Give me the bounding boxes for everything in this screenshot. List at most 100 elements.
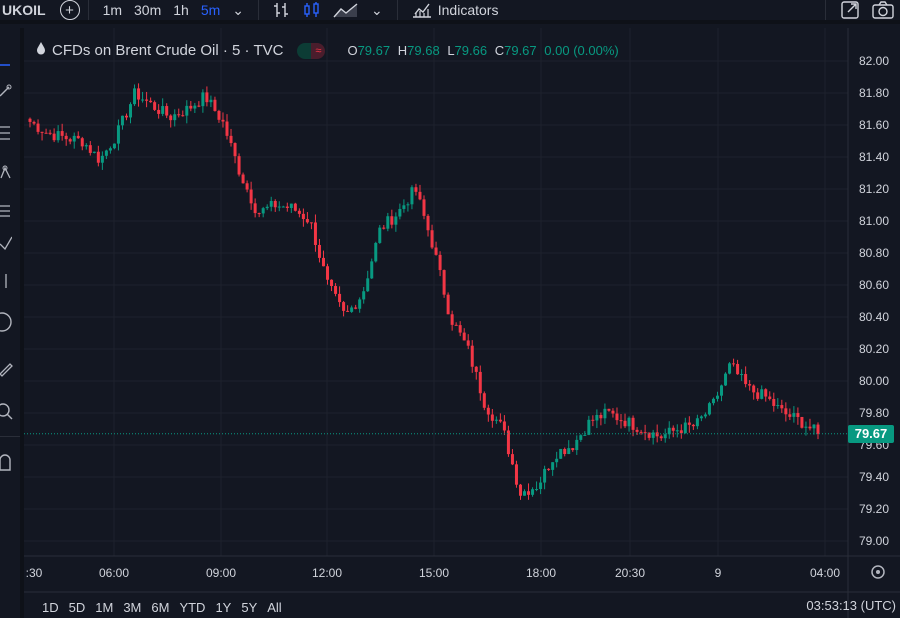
candle-body: [740, 374, 744, 376]
brush-icon[interactable]: [0, 232, 18, 251]
candle-body: [342, 302, 346, 311]
pattern-icon[interactable]: [0, 164, 18, 182]
symbol-name[interactable]: UKOIL: [2, 2, 46, 18]
interval-5m[interactable]: 5m: [200, 2, 221, 18]
add-symbol-icon[interactable]: +: [59, 0, 80, 20]
candle-body: [615, 413, 619, 421]
candle-body: [52, 133, 56, 141]
candle-body: [587, 419, 591, 435]
time-axis: :30 06:00 09:00 12:00 15:00 18:00 20:30 9 04:00: [26, 566, 841, 580]
candle-body: [643, 432, 647, 434]
candle-body: [571, 448, 575, 451]
text-tool-icon[interactable]: [0, 272, 18, 290]
price-tick-label: 79.40: [859, 470, 889, 484]
candle-body: [221, 119, 225, 122]
interval-1h[interactable]: 1h: [173, 2, 189, 18]
camera-icon[interactable]: [866, 0, 900, 20]
candle-body: [197, 105, 201, 107]
range-1y[interactable]: 1Y: [215, 599, 232, 615]
price-tick-label: 81.80: [859, 86, 889, 100]
candle-body: [193, 105, 197, 109]
candle-body: [104, 150, 108, 156]
candle-body: [394, 216, 398, 225]
candle-body: [141, 99, 145, 101]
range-1d[interactable]: 1D: [42, 599, 59, 615]
candle-body: [575, 439, 579, 451]
indicators-button[interactable]: Indicators: [406, 1, 505, 19]
candle-body: [675, 430, 679, 432]
candle-body: [663, 434, 667, 439]
candle-body: [157, 109, 161, 114]
candle-body: [398, 208, 402, 217]
candle-body: [257, 213, 261, 215]
toolbar-divider: [825, 0, 826, 20]
candle-body: [201, 92, 205, 107]
candle-chart-style-icon[interactable]: [297, 1, 327, 19]
range-6m[interactable]: 6M: [151, 599, 170, 615]
candle-body: [382, 227, 386, 229]
range-ytd[interactable]: YTD: [179, 599, 206, 615]
candle-body: [523, 491, 527, 496]
ruler-icon[interactable]: [0, 358, 18, 377]
candle-body: [434, 247, 438, 255]
chevron-down-icon[interactable]: ⌄: [371, 1, 383, 18]
last-price-label: 79.67: [848, 425, 894, 443]
chevron-down-icon[interactable]: ⌄: [232, 1, 245, 18]
candle-body: [611, 410, 615, 414]
range-3m[interactable]: 3M: [123, 599, 142, 615]
candle-body: [655, 432, 659, 437]
candle-body: [671, 427, 675, 431]
candle-body: [699, 416, 703, 419]
measure-icon[interactable]: [0, 312, 18, 332]
candle-body: [414, 187, 418, 192]
fullscreen-icon[interactable]: [834, 0, 866, 20]
interval-1m[interactable]: 1m: [102, 2, 123, 18]
bar-chart-style-icon[interactable]: [267, 1, 297, 19]
crosshair-icon[interactable]: [0, 56, 18, 74]
area-chart-style-icon[interactable]: [327, 1, 365, 19]
prediction-icon[interactable]: [0, 202, 18, 220]
candle-body: [205, 92, 209, 103]
candle-body: [583, 434, 587, 436]
market-status-badge[interactable]: ≈: [297, 42, 326, 59]
toolbar-divider: [87, 0, 89, 20]
range-1m[interactable]: 1M: [95, 599, 114, 615]
candle-body: [165, 106, 169, 116]
utc-clock[interactable]: 03:53:13 (UTC): [806, 598, 896, 613]
candle-body: [498, 419, 502, 422]
range-all[interactable]: All: [267, 599, 282, 615]
time-axis-settings-icon[interactable]: [871, 565, 885, 579]
candle-body: [185, 105, 189, 116]
trend-line-icon[interactable]: [0, 82, 18, 100]
candle-body: [518, 484, 522, 496]
candle-body: [145, 99, 149, 101]
candle-body: [56, 131, 60, 141]
candle-body: [627, 417, 631, 427]
time-tick-label: 04:00: [810, 566, 840, 580]
interval-30m[interactable]: 30m: [134, 2, 162, 18]
candle-body: [317, 244, 321, 258]
candle-body: [366, 278, 370, 292]
candle-body: [711, 398, 715, 404]
candle-body: [358, 299, 362, 309]
candle-body: [120, 115, 124, 126]
zoom-icon[interactable]: [0, 402, 18, 420]
candle-body: [253, 203, 257, 214]
candle-body: [374, 242, 378, 262]
legend-title[interactable]: CFDs on Brent Crude Oil · 5 · TVC: [52, 42, 284, 59]
candle-body: [635, 429, 639, 432]
candle-body: [100, 155, 104, 163]
price-tick-label: 81.00: [859, 214, 889, 228]
candle-body: [265, 206, 269, 209]
lock-icon[interactable]: [0, 452, 18, 471]
range-5d[interactable]: 5D: [68, 599, 86, 615]
range-5y[interactable]: 5Y: [241, 599, 258, 615]
candle-body: [454, 324, 458, 326]
time-tick-label: 18:00: [526, 566, 556, 580]
candle-body: [88, 145, 92, 153]
candle-body: [744, 374, 748, 385]
price-tick-label: 79.20: [859, 502, 889, 516]
candle-body: [551, 462, 555, 470]
fib-retracement-icon[interactable]: [0, 124, 18, 142]
